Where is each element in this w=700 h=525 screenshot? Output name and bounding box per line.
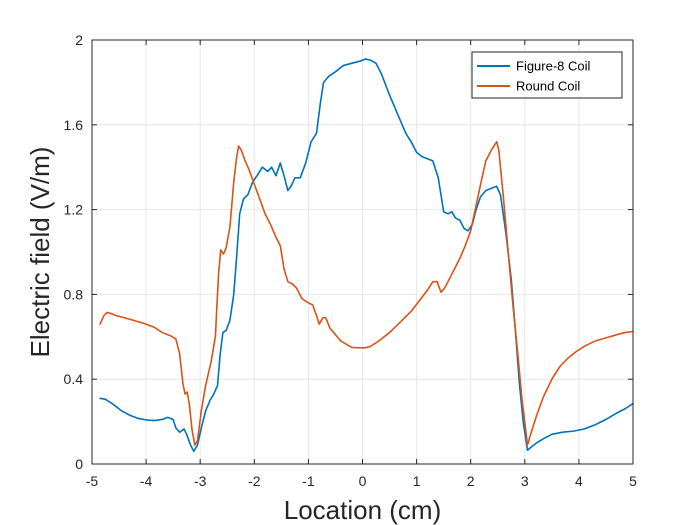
series-line-round-coil (99, 140, 634, 446)
legend-label-round: Round Coil (516, 79, 580, 94)
x-tick-label: 3 (521, 473, 529, 489)
x-tick-label: 5 (629, 473, 637, 489)
x-tick-label: -2 (248, 473, 261, 489)
y-axis-title: Electric field (V/m) (25, 147, 55, 358)
axis-ticks (91, 39, 634, 465)
x-axis-title: Location (cm) (284, 495, 442, 525)
x-tick-label: -4 (140, 473, 153, 489)
x-tick-label: -5 (86, 473, 99, 489)
legend-box (471, 51, 623, 99)
y-tick-label: 2 (75, 32, 83, 48)
x-tick-label: 4 (575, 473, 583, 489)
y-tick-label: 1.6 (64, 117, 84, 133)
legend-label-figure-8: Figure-8 Coil (516, 59, 591, 74)
x-tick-label: 0 (359, 473, 367, 489)
legend: Figure-8 Coil Round Coil (471, 51, 623, 99)
x-axis-tick-labels: -5 -4 -3 -2 -1 0 1 2 3 4 5 (86, 473, 637, 489)
x-tick-label: -3 (194, 473, 207, 489)
y-tick-label: 1.2 (64, 202, 84, 218)
x-tick-label: 1 (413, 473, 421, 489)
y-tick-label: 0.8 (64, 286, 84, 302)
y-tick-label: 0.4 (64, 371, 84, 387)
series-lines (99, 58, 634, 453)
x-tick-label: -1 (302, 473, 315, 489)
y-axis-tick-labels: 0 0.4 0.8 1.2 1.6 2 (64, 32, 84, 472)
y-tick-label: 0 (75, 456, 83, 472)
x-tick-label: 2 (467, 473, 475, 489)
